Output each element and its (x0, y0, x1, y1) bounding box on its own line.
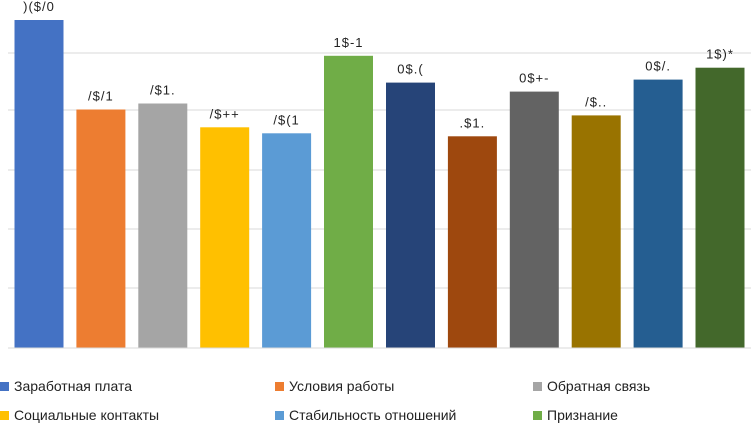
data-label: /$(1 (273, 112, 299, 127)
legend-label: Стабильность отношений (289, 407, 457, 423)
bar (386, 82, 435, 348)
bar-chart: )($/0 /$/1 /$1. /$++ /$(1 1$-1 0$.( .$1. 0$+- /$.… (8, 0, 751, 349)
data-label: /$.. (585, 94, 607, 109)
data-label: 0$+- (519, 71, 549, 86)
legend-label: Социальные контакты (14, 407, 160, 423)
data-label: )($/0 (23, 0, 55, 14)
bar (14, 20, 64, 348)
data-label: 1$-1 (333, 35, 363, 50)
data-label: /$/1 (88, 89, 114, 104)
data-labels: )($/0 /$/1 /$1. /$++ /$(1 1$-1 0$.( .$1. 0$+- /$.… (23, 0, 734, 130)
legend-item: Социальные контакты (0, 406, 159, 424)
legend-item: Стабильность отношений (275, 406, 456, 424)
legend-item: Условия работы (275, 377, 394, 395)
data-label: 1$)* (706, 47, 734, 62)
bars (14, 20, 745, 349)
legend-swatch (0, 410, 9, 420)
legend-swatch (533, 410, 542, 420)
bar (509, 91, 559, 348)
bar (76, 109, 126, 348)
legend: Заработная плата Условия работы Обратная с… (0, 372, 751, 426)
legend-label: Признание (547, 407, 618, 423)
legend-label: Обратная связь (547, 378, 651, 394)
bar (571, 115, 621, 349)
legend-swatch (275, 410, 284, 420)
data-label: 0$/. (645, 59, 671, 74)
legend-item: Признание (533, 406, 618, 424)
legend-swatch (533, 381, 542, 391)
bar (200, 127, 250, 348)
bar (695, 67, 745, 348)
bar (633, 79, 683, 348)
legend-label: Условия работы (289, 378, 395, 394)
bar (262, 133, 312, 348)
data-label: 0$.( (397, 62, 423, 77)
legend-item: Заработная плата (0, 377, 132, 395)
bar (324, 55, 373, 349)
legend-label: Заработная плата (14, 378, 132, 394)
gridlines (8, 52, 751, 289)
data-label: .$1. (460, 115, 486, 130)
bar (447, 136, 497, 348)
data-label: /$++ (210, 106, 240, 121)
bar (138, 103, 188, 348)
legend-item: Обратная связь (533, 377, 650, 395)
legend-swatch (275, 381, 284, 391)
data-label: /$1. (150, 83, 176, 98)
legend-swatch (0, 381, 9, 391)
